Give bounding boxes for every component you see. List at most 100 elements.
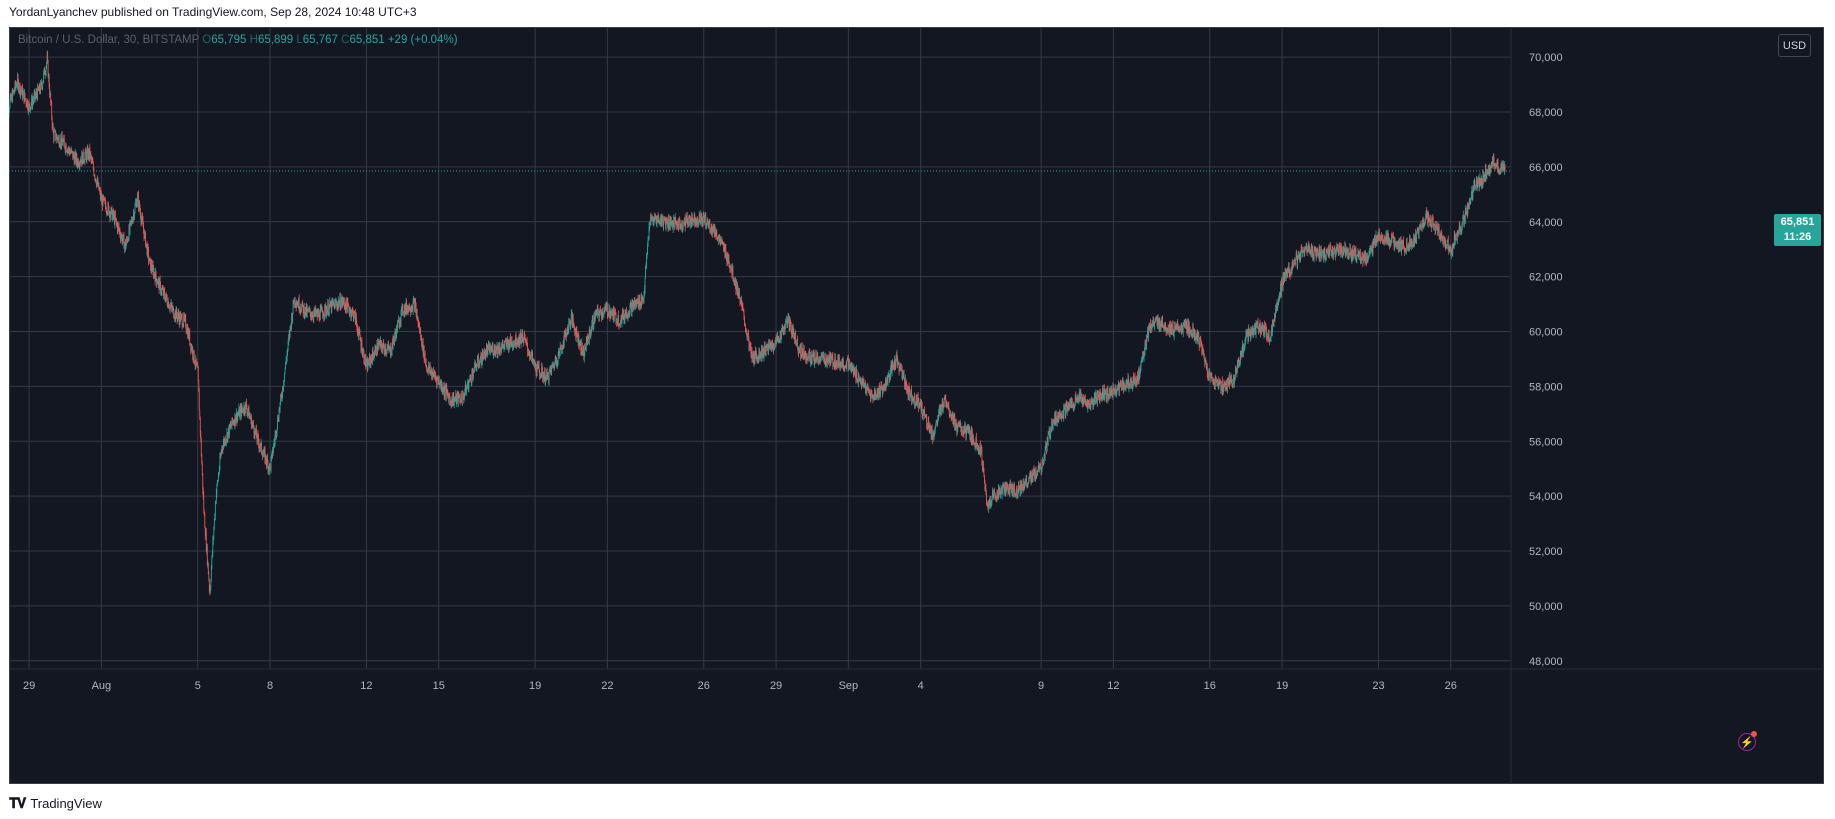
candle-body [121,234,123,242]
candle-body [1025,478,1026,484]
candle-body [89,153,91,158]
candle-body [921,403,922,410]
candle-body [29,107,31,111]
candle-body [689,219,691,226]
candle-body [399,325,400,328]
candle-body [213,518,215,529]
candle-body [971,431,973,445]
x-tick-label: 22 [601,680,613,692]
candle-body [544,370,546,382]
candle-body [348,305,349,306]
candle-body [241,406,243,410]
candle-body [584,344,586,355]
candle-body [262,454,263,457]
candle-body [487,348,488,355]
candle-body [1174,325,1176,332]
candle-body [748,339,750,350]
candle-body [772,342,773,348]
candle-body [121,234,122,237]
candle-body [1009,483,1011,495]
candle-body [629,311,630,315]
candle-body [1112,394,1113,396]
candle-body [965,430,967,438]
candle-body [1239,360,1240,363]
candle-body [1017,492,1019,496]
candle-body [877,388,878,396]
candle-body [1103,395,1104,398]
candle-body [427,368,429,373]
candle-body [13,90,14,93]
candle-body [163,289,164,295]
candle-body [742,306,744,310]
candle-body [17,77,18,85]
candle-body [265,455,267,462]
candle-body [456,393,458,396]
candle-body [970,430,972,440]
candle-body [692,218,694,223]
candle-body [794,334,795,341]
candle-body [859,379,861,382]
candle-body [1139,376,1140,380]
candle-body [298,298,300,310]
candle-body [396,325,397,338]
candle-body [176,309,178,316]
candle-body [409,304,410,311]
candle-body [373,355,374,359]
candle-body [701,216,703,225]
candle-body [37,86,38,100]
candle-body [1194,333,1196,338]
candle-body [426,367,428,371]
candle-body [145,232,146,247]
candle-body [531,351,532,358]
candle-body [622,310,624,320]
candle-body [196,364,198,365]
candle-body [1064,406,1066,416]
candle-body [347,301,348,313]
candle-body [578,345,580,347]
candle-body [153,272,155,277]
candle-body [514,341,516,345]
candle-body [1105,391,1106,393]
candle-body [700,214,702,217]
candle-body [795,333,796,345]
candle-body [1157,319,1158,325]
candlestick-chart[interactable]: 48,00050,00052,00054,00056,00058,00060,0… [9,27,1824,784]
candle-body [365,365,367,367]
candle-body [113,210,114,217]
candle-body [780,339,782,340]
candle-body [1066,405,1068,411]
candle-body [891,365,892,374]
candle-body [657,216,658,220]
candle-body [668,217,669,228]
candle-body [292,300,294,314]
candle-body [651,218,652,221]
candle-body [290,325,291,327]
candle-body [725,248,727,259]
candle-body [600,308,601,311]
y-tick-label: 70,000 [1529,52,1563,64]
candle-body [507,340,508,344]
candle-body [678,227,680,229]
candle-body [260,442,262,444]
candle-body [232,417,233,423]
candle-body [979,450,980,452]
candle-body [446,391,448,393]
candle-body [192,348,194,357]
candle-body [787,323,788,327]
candle-body [109,212,110,215]
candle-body [769,344,771,346]
candle-body [948,410,950,415]
candle-body [1028,476,1030,482]
candle-body [1067,403,1069,410]
candle-body [711,230,713,234]
candle-body [779,341,780,342]
candle-body [337,301,339,305]
candle-body [1236,370,1237,371]
candle-body [307,309,309,312]
candle-body [410,309,412,313]
candle-body [47,60,49,78]
candle-body [1108,395,1109,400]
candle-body [62,141,64,146]
candle-body [38,89,39,92]
candle-body [1098,395,1100,397]
